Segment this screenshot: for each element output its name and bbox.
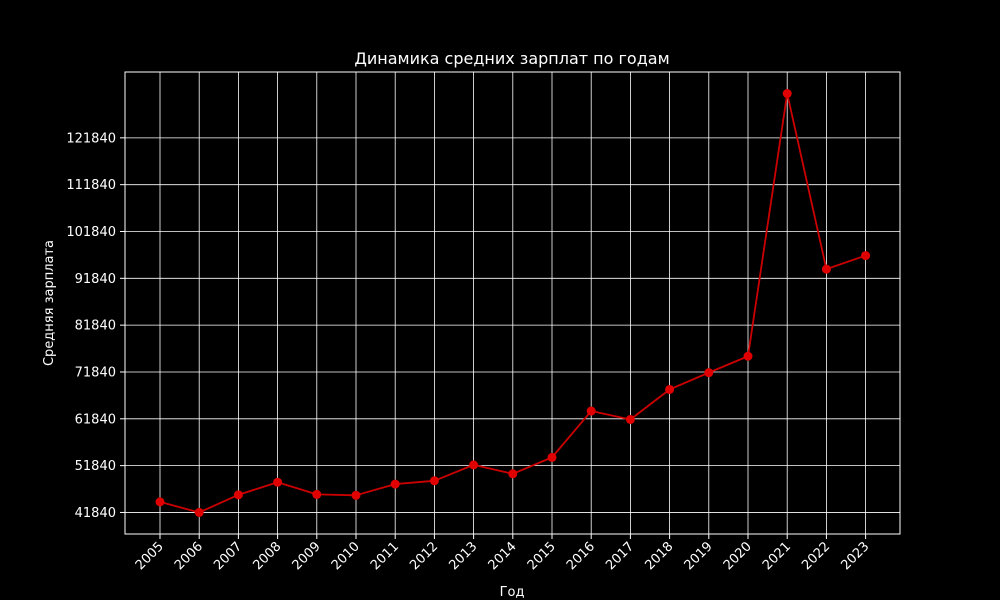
chart-title: Динамика средних зарплат по годам [354,49,669,68]
data-point-2009 [312,489,322,499]
data-point-2010 [351,490,361,500]
y-tick-label-71840: 71840 [75,365,116,380]
data-point-2021 [782,89,792,99]
data-point-2008 [273,477,283,487]
y-tick-label-81840: 81840 [75,319,116,334]
y-tick-label-111840: 111840 [66,178,116,193]
data-point-2016 [586,406,596,416]
data-point-2022 [821,264,831,274]
y-tick-label-51840: 51840 [75,459,116,474]
data-point-2012 [429,476,439,486]
series-layer [155,89,871,517]
data-point-2011 [390,479,400,489]
data-point-2023 [861,251,871,261]
data-point-2014 [508,469,518,479]
y-tick-label-101840: 101840 [66,225,116,240]
data-point-2017 [625,414,635,424]
y-tick-label-41840: 41840 [75,506,116,521]
data-point-2019 [704,368,714,378]
data-point-2013 [469,460,479,470]
y-tick-label-61840: 61840 [75,412,116,427]
data-point-2005 [155,497,165,507]
data-point-2018 [665,384,675,394]
data-point-2015 [547,452,557,462]
y-tick-label-91840: 91840 [75,272,116,287]
x-axis-label: Год [500,585,525,600]
grid [125,72,900,534]
y-axis-label: Средняя зарплата [42,240,57,366]
data-point-2020 [743,351,753,361]
data-point-2007 [233,490,243,500]
y-tick-label-121840: 121840 [66,131,116,146]
data-point-2006 [194,507,204,517]
